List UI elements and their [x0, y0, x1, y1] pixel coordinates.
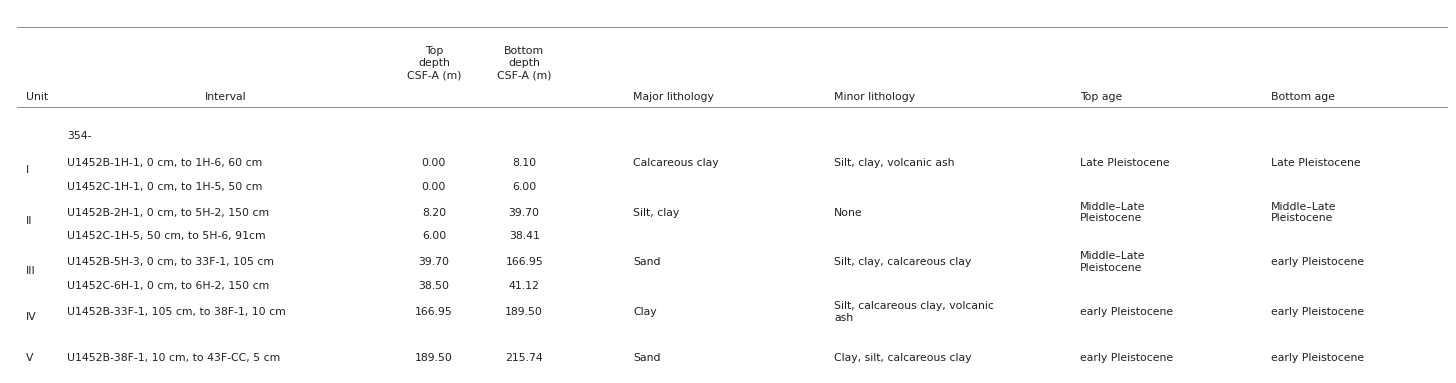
- Text: U1452C-1H-5, 50 cm, to 5H-6, 91cm: U1452C-1H-5, 50 cm, to 5H-6, 91cm: [67, 231, 265, 241]
- Text: Unit: Unit: [26, 92, 48, 102]
- Text: 215.74: 215.74: [505, 353, 543, 363]
- Text: 38.41: 38.41: [508, 231, 540, 241]
- Text: U1452B-2H-1, 0 cm, to 5H-2, 150 cm: U1452B-2H-1, 0 cm, to 5H-2, 150 cm: [67, 208, 269, 218]
- Text: U1452B-1H-1, 0 cm, to 1H-6, 60 cm: U1452B-1H-1, 0 cm, to 1H-6, 60 cm: [67, 158, 262, 168]
- Text: Top
depth
CSF-A (m): Top depth CSF-A (m): [406, 46, 462, 81]
- Text: U1452C-6H-1, 0 cm, to 6H-2, 150 cm: U1452C-6H-1, 0 cm, to 6H-2, 150 cm: [67, 281, 269, 291]
- Text: 166.95: 166.95: [415, 307, 453, 317]
- Text: early Pleistocene: early Pleistocene: [1080, 353, 1174, 363]
- Text: Silt, clay, calcareous clay: Silt, clay, calcareous clay: [834, 257, 971, 267]
- Text: Silt, calcareous clay, volcanic
ash: Silt, calcareous clay, volcanic ash: [834, 301, 994, 323]
- Text: Middle–Late
Pleistocene: Middle–Late Pleistocene: [1271, 202, 1337, 223]
- Text: Middle–Late
Pleistocene: Middle–Late Pleistocene: [1080, 251, 1146, 273]
- Text: 189.50: 189.50: [505, 307, 543, 317]
- Text: 41.12: 41.12: [508, 281, 540, 291]
- Text: Major lithology: Major lithology: [633, 92, 715, 102]
- Text: Clay, silt, calcareous clay: Clay, silt, calcareous clay: [834, 353, 971, 363]
- Text: 189.50: 189.50: [415, 353, 453, 363]
- Text: IV: IV: [26, 312, 36, 322]
- Text: 0.00: 0.00: [422, 158, 446, 168]
- Text: Silt, clay: Silt, clay: [633, 208, 680, 218]
- Text: 39.70: 39.70: [418, 257, 450, 267]
- Text: early Pleistocene: early Pleistocene: [1271, 307, 1364, 317]
- Text: Silt, clay, volcanic ash: Silt, clay, volcanic ash: [834, 158, 955, 168]
- Text: Bottom age: Bottom age: [1271, 92, 1335, 102]
- Text: Calcareous clay: Calcareous clay: [633, 158, 719, 168]
- Text: 166.95: 166.95: [505, 257, 543, 267]
- Text: U1452B-5H-3, 0 cm, to 33F-1, 105 cm: U1452B-5H-3, 0 cm, to 33F-1, 105 cm: [67, 257, 274, 267]
- Text: 6.00: 6.00: [422, 231, 446, 241]
- Text: None: None: [834, 208, 863, 218]
- Text: Sand: Sand: [633, 257, 661, 267]
- Text: 0.00: 0.00: [422, 182, 446, 192]
- Text: 38.50: 38.50: [418, 281, 450, 291]
- Text: Minor lithology: Minor lithology: [834, 92, 916, 102]
- Text: Clay: Clay: [633, 307, 657, 317]
- Text: U1452C-1H-1, 0 cm, to 1H-5, 50 cm: U1452C-1H-1, 0 cm, to 1H-5, 50 cm: [67, 182, 262, 192]
- Text: V: V: [26, 353, 33, 363]
- Text: I: I: [26, 165, 29, 175]
- Text: Bottom
depth
CSF-A (m): Bottom depth CSF-A (m): [496, 46, 552, 81]
- Text: Middle–Late
Pleistocene: Middle–Late Pleistocene: [1080, 202, 1146, 223]
- Text: Sand: Sand: [633, 353, 661, 363]
- Text: early Pleistocene: early Pleistocene: [1080, 307, 1174, 317]
- Text: II: II: [26, 216, 32, 226]
- Text: 39.70: 39.70: [508, 208, 540, 218]
- Text: Top age: Top age: [1080, 92, 1123, 102]
- Text: III: III: [26, 266, 36, 276]
- Text: U1452B-33F-1, 105 cm, to 38F-1, 10 cm: U1452B-33F-1, 105 cm, to 38F-1, 10 cm: [67, 307, 285, 317]
- Text: U1452B-38F-1, 10 cm, to 43F-CC, 5 cm: U1452B-38F-1, 10 cm, to 43F-CC, 5 cm: [67, 353, 280, 363]
- Text: Interval: Interval: [205, 92, 246, 102]
- Text: Late Pleistocene: Late Pleistocene: [1080, 158, 1171, 168]
- Text: early Pleistocene: early Pleistocene: [1271, 353, 1364, 363]
- Text: 354-: 354-: [67, 131, 92, 141]
- Text: 8.20: 8.20: [422, 208, 446, 218]
- Text: Late Pleistocene: Late Pleistocene: [1271, 158, 1361, 168]
- Text: 8.10: 8.10: [513, 158, 536, 168]
- Text: early Pleistocene: early Pleistocene: [1271, 257, 1364, 267]
- Text: 6.00: 6.00: [513, 182, 536, 192]
